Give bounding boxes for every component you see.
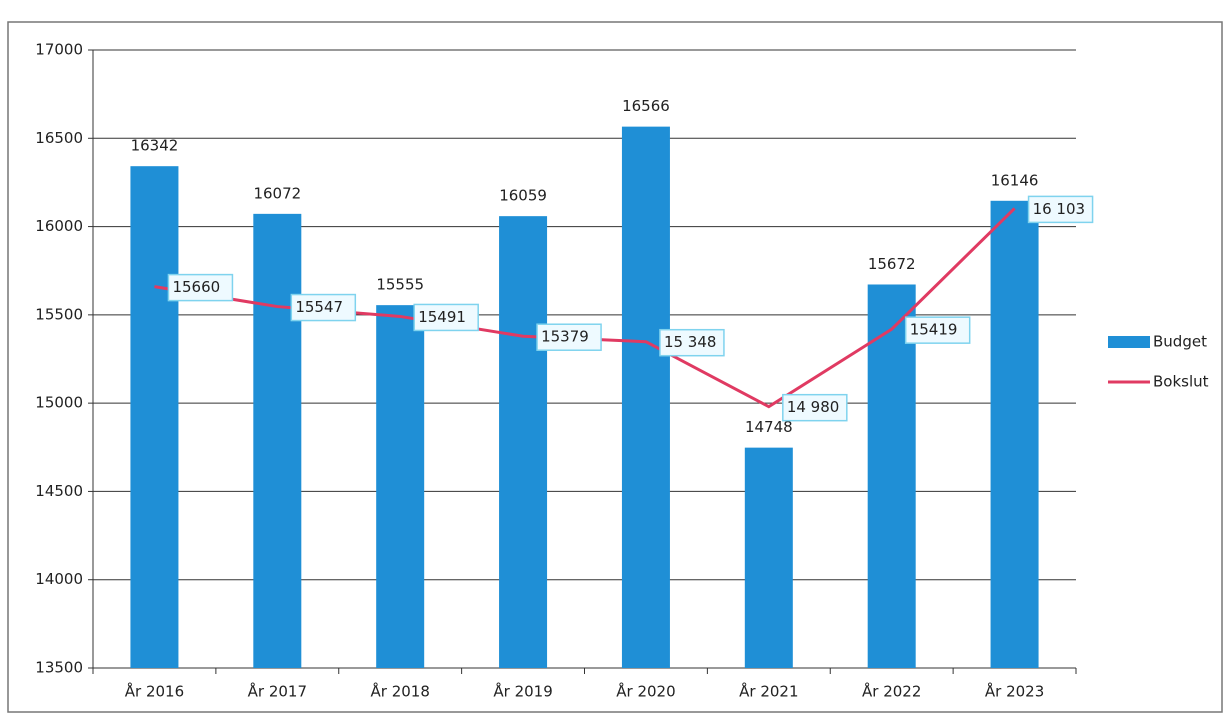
data-label: 16072 [253,184,301,202]
data-label: 15 348 [664,333,717,351]
x-tick-label: År 2016 [125,682,184,701]
y-tick-label: 16500 [35,129,83,147]
bar [253,213,302,669]
data-label: 16566 [622,97,670,115]
data-label: 15379 [541,328,589,346]
y-tick-label: 13500 [35,659,83,677]
data-label-box [1027,195,1094,224]
data-label: 16342 [131,137,179,155]
data-label: 14 980 [787,398,840,416]
bar [744,447,793,668]
x-tick-label: År 2020 [616,682,675,701]
bar [621,126,670,668]
x-tick-label: År 2018 [371,682,430,701]
data-label: 15660 [172,278,220,296]
bar [376,305,425,668]
legend-label: Budget [1153,333,1207,351]
chart-frame [7,21,1223,713]
legend-label: Bokslut [1153,373,1209,391]
data-label-box [782,393,848,422]
data-label: 15419 [910,321,958,339]
y-tick-label: 14500 [35,482,83,500]
y-tick-label: 15000 [35,394,83,412]
x-tick-label: År 2023 [985,682,1044,701]
x-tick-label: År 2022 [862,682,921,701]
data-label-box [413,303,479,332]
y-tick-label: 15500 [35,305,83,323]
data-label: 15491 [418,308,466,326]
data-label-box [536,323,602,351]
y-tick-label: 17000 [35,41,83,59]
bar [499,216,548,668]
data-label: 16059 [499,187,547,205]
data-label: 14748 [745,418,793,436]
data-label-box [659,328,725,357]
data-label: 15672 [868,255,916,273]
x-tick-label: År 2021 [739,682,798,701]
data-label: 15547 [295,298,343,316]
data-label: 15555 [376,276,424,294]
legend-swatch [1108,336,1150,348]
data-label: 16 103 [1033,200,1086,218]
bar [867,284,916,668]
y-tick-label: 16000 [35,217,83,235]
data-label-box [290,293,357,322]
data-label-box [167,273,234,302]
x-tick-label: År 2017 [248,682,307,701]
data-label: 16146 [991,171,1039,189]
bar [990,200,1039,669]
y-tick-label: 14000 [35,570,83,588]
bar [130,166,179,668]
x-tick-label: År 2019 [493,682,552,701]
data-label-box [904,316,971,344]
